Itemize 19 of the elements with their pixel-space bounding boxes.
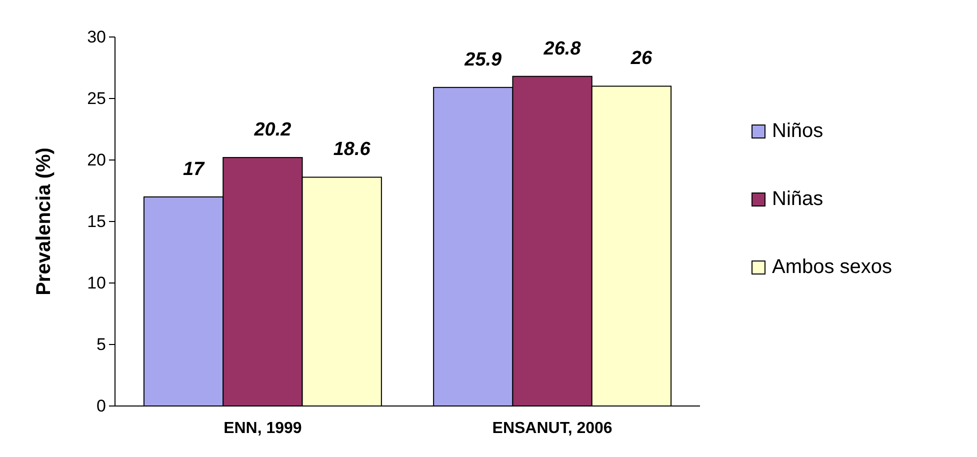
data-label: 26 xyxy=(630,48,652,70)
y-tick-label: 5 xyxy=(96,334,106,354)
data-label: 25.9 xyxy=(464,49,502,70)
data-label: 20.2 xyxy=(253,120,292,141)
data-label: 26.8 xyxy=(542,38,582,60)
data-label: 18.6 xyxy=(333,139,371,160)
y-tick-label: 0 xyxy=(96,396,106,416)
y-tick-label: 25 xyxy=(87,88,106,108)
y-tick-label: 20 xyxy=(87,150,106,170)
y-tick-label: 10 xyxy=(87,273,106,292)
data-label: 17 xyxy=(182,158,206,180)
legend-label: Niños xyxy=(772,120,824,142)
legend-label: Niñas xyxy=(772,188,824,210)
x-tick-label: ENN, 1999 xyxy=(224,420,302,437)
legend-label: Ambos sexos xyxy=(772,256,892,278)
y-tick-label: 30 xyxy=(87,27,106,46)
y-axis-title: Prevalencia (%) xyxy=(33,148,55,296)
y-tick-label: 15 xyxy=(87,212,106,231)
x-tick-label: ENSANUT, 2006 xyxy=(492,420,612,437)
